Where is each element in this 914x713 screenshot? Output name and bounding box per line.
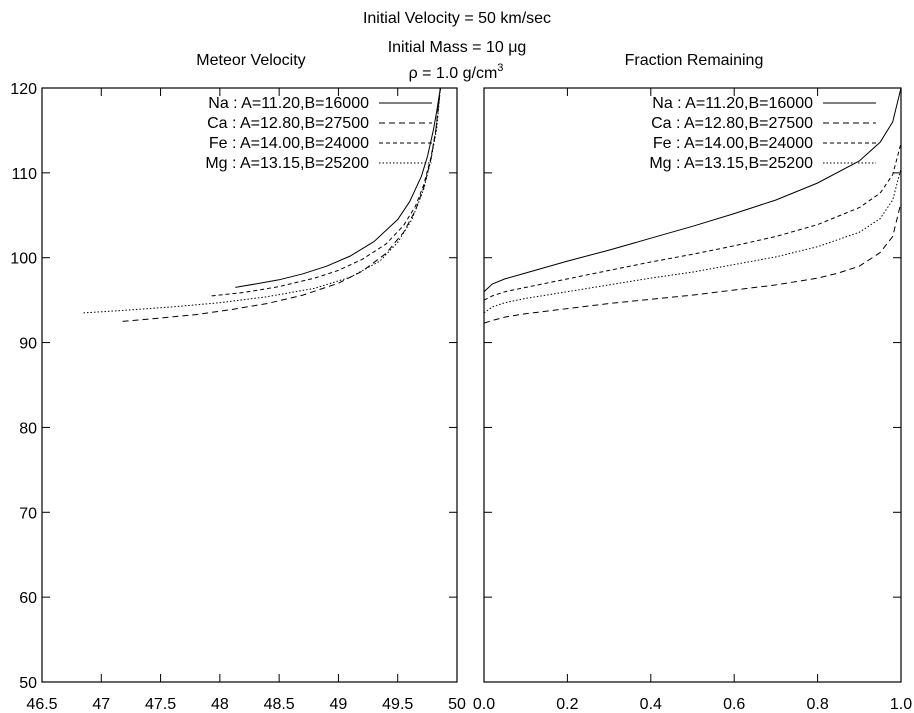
fraction-series-line <box>483 87 902 293</box>
velocity-legend-label: Ca : A=12.80,B=27500 <box>207 115 369 132</box>
velocity-y-tick-label: 60 <box>19 590 37 607</box>
velocity-y-tick-label: 70 <box>19 505 37 522</box>
velocity-plot-frame <box>41 87 458 683</box>
velocity-x-tick-label: 49 <box>330 696 348 713</box>
velocity-series-line <box>235 87 441 288</box>
fraction-legend-label: Fe : A=14.00,B=24000 <box>653 135 813 152</box>
header-velocity: Initial Velocity = 50 km/sec <box>363 10 551 27</box>
fraction-x-tick-label: 0.8 <box>806 696 828 713</box>
velocity-x-tick-label: 49.5 <box>382 696 413 713</box>
fraction-panel: Fraction Remaining 0.0 0.2 0.4 0.6 0.8 1.0 Na … <box>473 52 912 713</box>
fraction-x-tick-label: 0.4 <box>640 696 662 713</box>
velocity-y-tick-label: 80 <box>19 420 37 437</box>
velocity-x-tick-label: 50 <box>448 696 466 713</box>
fraction-legend-label: Mg : A=13.15,B=25200 <box>649 155 813 172</box>
velocity-x-tick-label: 46.5 <box>26 696 57 713</box>
velocity-y-tick-label: 100 <box>10 251 37 268</box>
fraction-x-tick-label: 0.0 <box>473 696 495 713</box>
fraction-x-tick-label: 0.6 <box>723 696 745 713</box>
velocity-panel-title: Meteor Velocity <box>196 52 305 69</box>
header-mass-prefix: Initial Mass = 10 <box>388 39 509 56</box>
header-density-exp: 3 <box>497 62 503 74</box>
fraction-legend-label: Ca : A=12.80,B=27500 <box>651 115 813 132</box>
velocity-series-line <box>83 87 441 314</box>
velocity-legend-label: Mg : A=13.15,B=25200 <box>205 155 369 172</box>
header-density: ρ = 1.0 g/cm3 <box>409 62 504 82</box>
header-density-value: = 1.0 g/cm <box>418 65 498 82</box>
velocity-y-tick-label: 120 <box>10 81 37 98</box>
velocity-y-tick-label: 50 <box>19 675 37 692</box>
velocity-x-tick-label: 47 <box>92 696 110 713</box>
header-density-rho: ρ <box>409 65 418 82</box>
velocity-y-tick-label: 90 <box>19 336 37 353</box>
fraction-panel-title: Fraction Remaining <box>625 52 764 69</box>
velocity-y-tick-label: 110 <box>11 166 37 183</box>
header-mass: Initial Mass = 10 μg <box>388 39 527 56</box>
fraction-x-tick-label: 0.2 <box>556 696 578 713</box>
fraction-series-line <box>483 168 902 314</box>
velocity-legend-label: Fe : A=14.00,B=24000 <box>209 135 369 152</box>
velocity-x-tick-label: 47.5 <box>145 696 176 713</box>
header-mass-unit: μg <box>508 39 526 56</box>
fraction-series-line <box>483 143 902 301</box>
fraction-series-line <box>483 202 902 324</box>
velocity-x-tick-label: 48.5 <box>264 696 295 713</box>
fraction-x-tick-label: 1.0 <box>890 696 912 713</box>
fraction-legend-label: Na : A=11.20,B=16000 <box>652 95 813 112</box>
velocity-panel: Meteor Velocity 50 60 70 80 90 100 110 120 46.5 4… <box>10 52 466 713</box>
fraction-plot-frame <box>483 87 902 683</box>
velocity-x-tick-label: 48 <box>211 696 229 713</box>
velocity-legend-label: Na : A=11.20,B=16000 <box>208 95 369 112</box>
